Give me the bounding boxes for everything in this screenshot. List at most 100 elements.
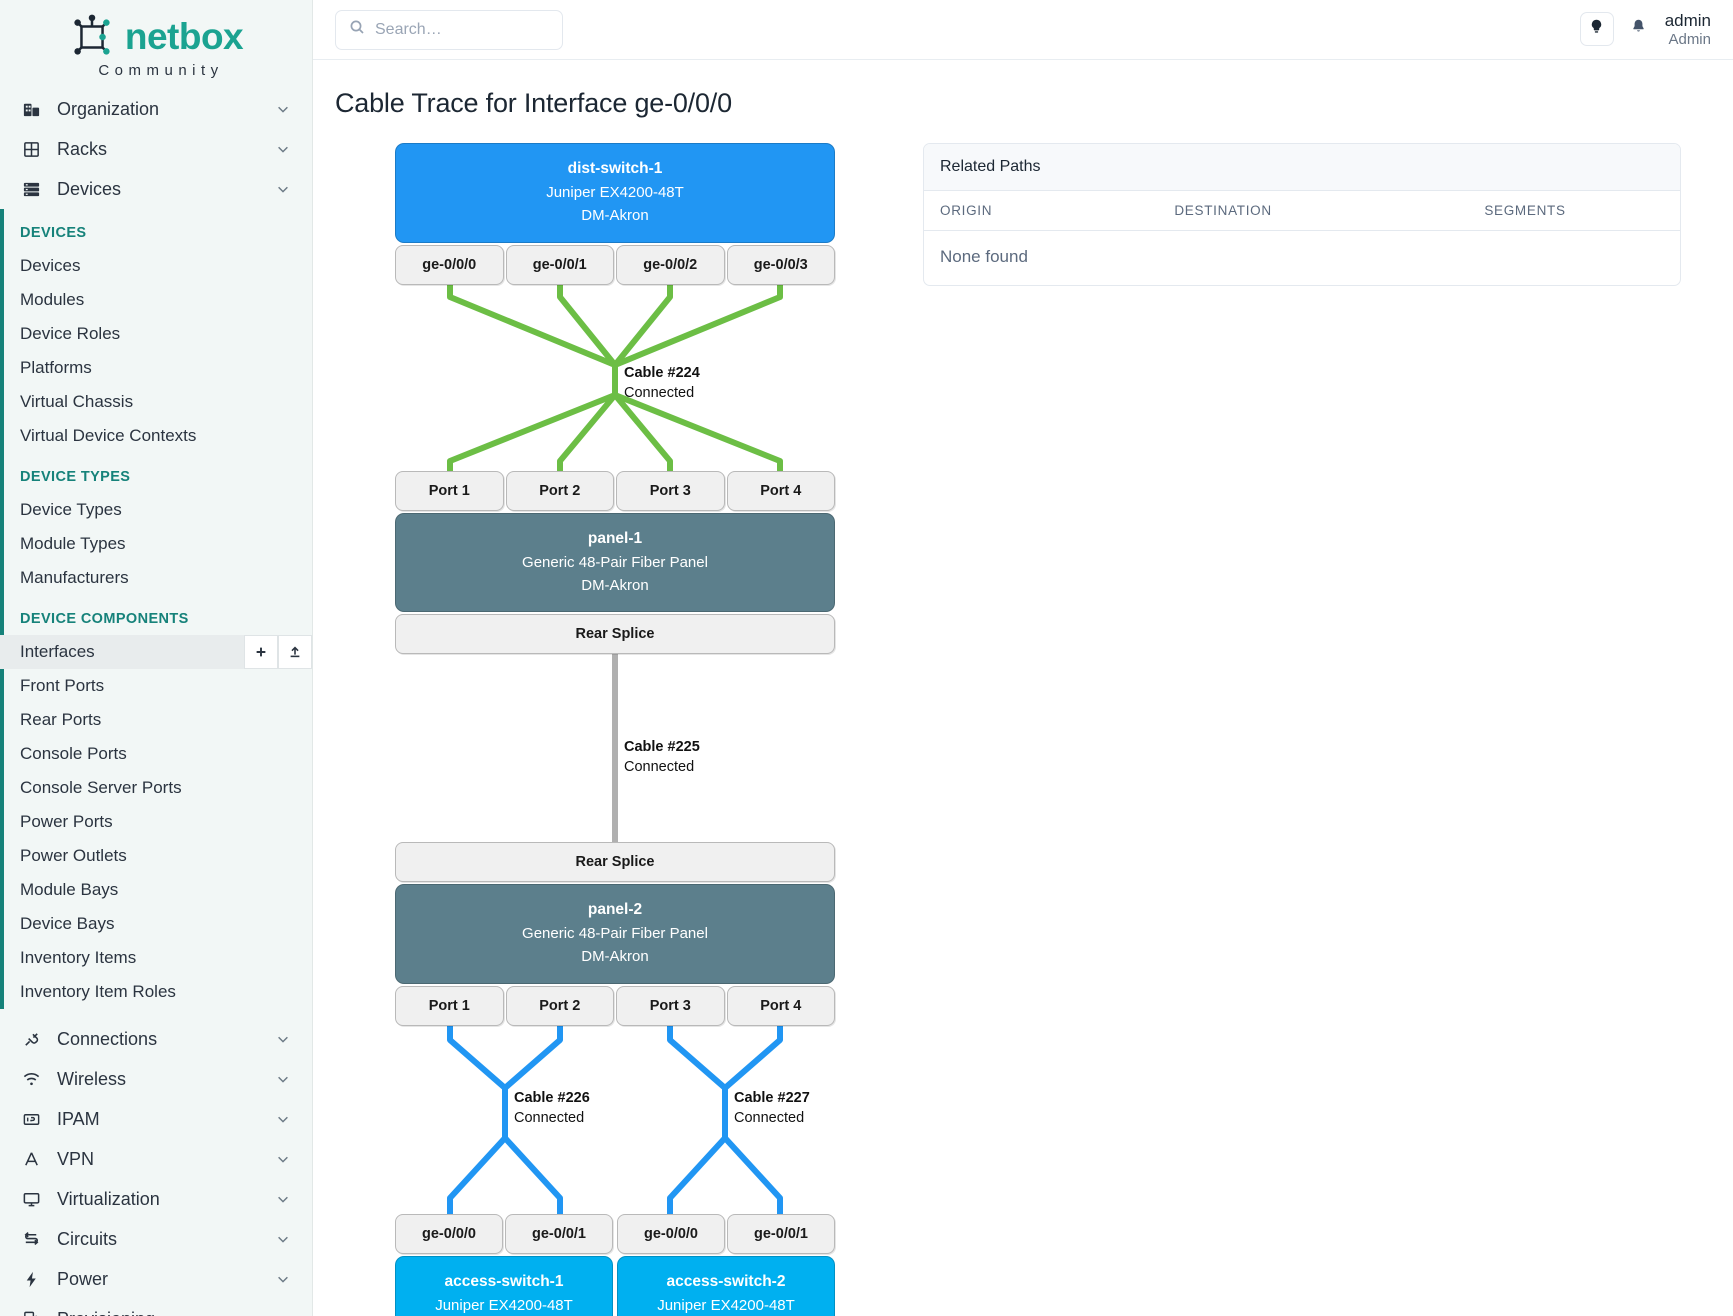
termination-ge-0-0-0[interactable]: ge-0/0/0 — [617, 1213, 725, 1254]
front-port-3[interactable]: Port 3 — [616, 470, 725, 511]
user-menu[interactable]: admin Admin — [1663, 11, 1711, 49]
cable-label-226[interactable]: Cable #226 Connected — [514, 1088, 590, 1129]
sidebar-item-rear-ports[interactable]: Rear Ports — [0, 703, 312, 737]
page-title: Cable Trace for Interface ge-0/0/0 — [335, 88, 732, 118]
front-port-4[interactable]: Port 4 — [726, 985, 835, 1026]
related-paths-card: Related Paths Origin Destination Segment… — [923, 143, 1681, 286]
sidebar-group-connections[interactable]: Connections — [0, 1019, 312, 1059]
rear-port-panel-1[interactable]: Rear Splice — [395, 614, 835, 655]
column-header-origin[interactable]: Origin — [924, 191, 1159, 231]
search-box[interactable] — [335, 9, 563, 50]
cable-label-225[interactable]: Cable #225 Connected — [624, 737, 700, 778]
notifications-button[interactable] — [1630, 18, 1647, 40]
sidebar-group-circuits[interactable]: Circuits — [0, 1219, 312, 1259]
table-header-row: Origin Destination Segments — [924, 191, 1680, 231]
sidebar-item-console-ports[interactable]: Console Ports — [0, 737, 312, 771]
sidebar-group-devices[interactable]: Devices — [0, 169, 312, 209]
brand-header[interactable]: netbox Community — [0, 0, 312, 89]
sidebar-group-organization[interactable]: Organization — [0, 89, 312, 129]
cable-label-224[interactable]: Cable #224 Connected — [624, 363, 700, 404]
device-site: DM-Akron — [581, 207, 649, 225]
sidebar-item-label: Interfaces — [20, 642, 95, 661]
device-node-access-switch-2[interactable]: access-switch-2 Juniper EX4200-48T DM-Ak… — [617, 1255, 835, 1316]
sidebar-item-inventory-items[interactable]: Inventory Items — [0, 941, 312, 975]
sidebar-item-label: Devices — [20, 256, 81, 275]
device-node-panel-2[interactable]: panel-2 Generic 48-Pair Fiber Panel DM-A… — [395, 884, 835, 984]
sidebar-item-module-types[interactable]: Module Types — [0, 527, 312, 561]
rear-port-panel-2[interactable]: Rear Splice — [395, 842, 835, 883]
brand-edition: Community — [98, 62, 224, 79]
termination-ge-0-0-0[interactable]: ge-0/0/0 — [395, 244, 504, 285]
front-port-2[interactable]: Port 2 — [505, 985, 614, 1026]
cable-225-paths — [612, 654, 618, 843]
chevron-down-icon — [276, 1232, 290, 1246]
sidebar-item-label: Power Outlets — [20, 846, 127, 865]
front-port-1[interactable]: Port 1 — [395, 985, 504, 1026]
termination-ge-0-0-1[interactable]: ge-0/0/1 — [505, 1213, 613, 1254]
sidebar-group-vpn[interactable]: VPN — [0, 1139, 312, 1179]
main-content: admin Admin Cable Trace for Interface ge… — [313, 0, 1733, 1316]
theme-toggle-button[interactable] — [1579, 12, 1614, 47]
bell-icon — [1630, 18, 1647, 40]
sidebar-item-manufacturers[interactable]: Manufacturers — [0, 561, 312, 595]
cable-status: Connected — [734, 1109, 805, 1126]
sidebar-item-label: Manufacturers — [20, 568, 129, 587]
sidebar-item-console-server-ports[interactable]: Console Server Ports — [0, 771, 312, 805]
sidebar-item-power-outlets[interactable]: Power Outlets — [0, 839, 312, 873]
sidebar-group-power[interactable]: Power — [0, 1259, 312, 1299]
sidebar-group-virtualization[interactable]: Virtualization — [0, 1179, 312, 1219]
sidebar-item-device-roles[interactable]: Device Roles — [0, 317, 312, 351]
sidebar-group-label: Racks — [57, 138, 108, 159]
column-header-destination[interactable]: Destination — [1158, 191, 1469, 231]
sidebar-group-label: Provisioning — [57, 1309, 260, 1316]
sidebar-item-label: Front Ports — [20, 676, 105, 695]
termination-ge-0-0-3[interactable]: ge-0/0/3 — [726, 244, 835, 285]
sidebar-item-devices[interactable]: Devices — [0, 249, 312, 283]
sidebar-group-ipam[interactable]: IPAM — [0, 1099, 312, 1139]
sidebar-item-device-bays[interactable]: Device Bays — [0, 907, 312, 941]
sidebar-item-label: Device Roles — [20, 324, 121, 343]
device-name: panel-1 — [587, 529, 643, 547]
search-input[interactable] — [375, 20, 549, 39]
sidebar-item-label: Rear Ports — [20, 710, 102, 729]
front-port-2[interactable]: Port 2 — [505, 470, 614, 511]
sidebar-group-wireless[interactable]: Wireless — [0, 1059, 312, 1099]
sidebar-item-device-types[interactable]: Device Types — [0, 493, 312, 527]
import-interfaces-button[interactable] — [278, 635, 312, 669]
sidebar-item-virtual-chassis[interactable]: Virtual Chassis — [0, 385, 312, 419]
sidebar-group-label: IPAM — [57, 1108, 100, 1129]
column-header-segments[interactable]: Segments — [1468, 191, 1680, 231]
sidebar-item-power-ports[interactable]: Power Ports — [0, 805, 312, 839]
cable-224-paths — [447, 284, 783, 471]
device-node-dist-switch-1[interactable]: dist-switch-1 Juniper EX4200-48T DM-Akro… — [395, 143, 835, 243]
sidebar-item-modules[interactable]: Modules — [0, 283, 312, 317]
sidebar-item-label: Virtual Chassis — [20, 392, 134, 411]
termination-ge-0-0-1[interactable]: ge-0/0/1 — [727, 1213, 835, 1254]
monitor-icon — [22, 1190, 41, 1209]
user-name: admin — [1664, 10, 1711, 30]
empty-message: None found — [940, 247, 1028, 266]
cable-label-227[interactable]: Cable #227 Connected — [734, 1088, 810, 1129]
add-interface-button[interactable] — [244, 635, 278, 669]
termination-ge-0-0-2[interactable]: ge-0/0/2 — [616, 244, 725, 285]
cable-segment-226-227: Cable #226 Connected Cable #227 Connecte… — [395, 1025, 835, 1214]
sidebar-item-interfaces[interactable]: Interfaces — [0, 635, 312, 669]
sidebar-item-front-ports[interactable]: Front Ports — [0, 669, 312, 703]
sidebar-item-virtual-device-contexts[interactable]: Virtual Device Contexts — [0, 419, 312, 453]
user-role: Admin — [1668, 30, 1711, 48]
termination-ge-0-0-1[interactable]: ge-0/0/1 — [505, 244, 614, 285]
active-section-accent-bar — [0, 209, 4, 1009]
termination-ge-0-0-0[interactable]: ge-0/0/0 — [395, 1213, 503, 1254]
sidebar-item-platforms[interactable]: Platforms — [0, 351, 312, 385]
front-port-1[interactable]: Port 1 — [395, 470, 504, 511]
device-node-panel-1[interactable]: panel-1 Generic 48-Pair Fiber Panel DM-A… — [395, 512, 835, 613]
topbar-right: admin Admin — [1579, 11, 1711, 49]
cable-segment-225: Cable #225 Connected — [395, 654, 835, 843]
front-port-4[interactable]: Port 4 — [726, 470, 835, 511]
front-port-3[interactable]: Port 3 — [616, 985, 725, 1026]
sidebar-group-racks[interactable]: Racks — [0, 129, 312, 169]
sidebar-group-provisioning[interactable]: Provisioning — [0, 1299, 312, 1316]
sidebar-item-inventory-item-roles[interactable]: Inventory Item Roles — [0, 975, 312, 1009]
sidebar-item-module-bays[interactable]: Module Bays — [0, 873, 312, 907]
device-node-access-switch-1[interactable]: access-switch-1 Juniper EX4200-48T DM-Ak… — [395, 1255, 613, 1316]
